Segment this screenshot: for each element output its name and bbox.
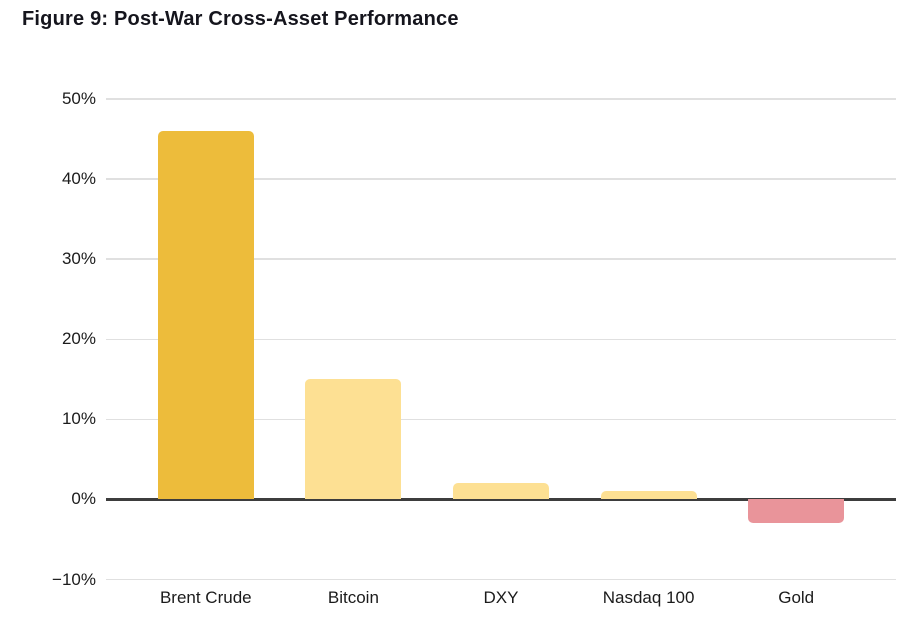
bar-bitcoin [305,379,402,500]
x-axis-label-brent-crude: Brent Crude [159,588,252,607]
bar-nasdaq-100 [600,491,697,500]
x-axis-label-bitcoin: Bitcoin [327,588,379,607]
gridline-10 [106,418,896,421]
gridline-50 [106,98,896,100]
x-axis-label-nasdaq-100: Nasdaq 100 [602,588,695,607]
bar-gold [748,499,845,524]
y-tick-label-50: 50% [61,89,96,108]
gridline-30 [106,258,896,260]
bar-dxy [453,483,549,500]
y-tick-label-0: 0% [71,489,96,509]
chart-title: Figure 9: Post-War Cross-Asset Performan… [22,8,459,30]
bar-brent-crude [157,131,254,500]
y-tick-label--10: −10% [52,569,96,589]
x-axis-label-dxy: DXY [483,588,519,607]
y-tick-label-10: 10% [61,409,96,429]
gridline-40 [106,178,896,180]
gridline-20 [106,338,896,340]
y-tick-label-20: 20% [61,329,96,349]
gridline--10 [106,578,896,581]
y-tick-label-30: 30% [61,249,96,269]
x-axis-label-gold: Gold [778,588,815,607]
y-tick-label-40: 40% [61,169,96,189]
zero-axis-line [106,498,896,501]
